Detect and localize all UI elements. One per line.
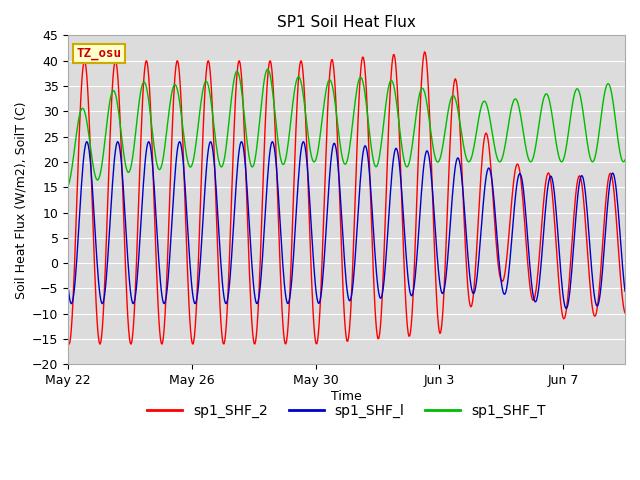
sp1_SHF_2 — [76, 135, 83, 141]
sp1_SHF_T — [264, 66, 271, 72]
sp1_SHF_2 — [189, 341, 196, 347]
Legend: sp1_SHF_2, sp1_SHF_l, sp1_SHF_T: sp1_SHF_2, sp1_SHF_l, sp1_SHF_T — [142, 398, 551, 423]
sp1_SHF_l — [65, 285, 72, 291]
sp1_SHF_T — [621, 157, 629, 163]
sp1_SHF_2 — [218, 336, 226, 342]
sp1_SHF_2 — [65, 339, 72, 345]
sp1_SHF_l — [431, 227, 439, 233]
sp1_SHF_l — [621, 288, 629, 294]
Text: TZ_osu: TZ_osu — [77, 47, 122, 60]
Line: sp1_SHF_2: sp1_SHF_2 — [68, 52, 625, 344]
sp1_SHF_2 — [65, 341, 73, 347]
sp1_SHF_2 — [432, 285, 440, 290]
sp1_SHF_T — [431, 155, 439, 161]
sp1_SHF_2 — [132, 262, 140, 267]
Y-axis label: Soil Heat Flux (W/m2), SoilT (C): Soil Heat Flux (W/m2), SoilT (C) — [15, 101, 28, 299]
sp1_SHF_T — [65, 182, 72, 188]
Line: sp1_SHF_T: sp1_SHF_T — [68, 69, 625, 185]
sp1_SHF_l — [218, 279, 226, 285]
sp1_SHF_T — [132, 130, 140, 135]
sp1_SHF_l — [83, 139, 91, 144]
sp1_SHF_l — [132, 284, 140, 290]
sp1_SHF_2 — [420, 49, 428, 55]
sp1_SHF_l — [74, 232, 82, 238]
Line: sp1_SHF_l: sp1_SHF_l — [68, 142, 625, 309]
sp1_SHF_l — [563, 306, 570, 312]
sp1_SHF_T — [74, 119, 82, 124]
sp1_SHF_l — [189, 293, 196, 299]
sp1_SHF_l — [415, 224, 423, 230]
sp1_SHF_T — [415, 94, 423, 99]
sp1_SHF_T — [188, 162, 196, 168]
sp1_SHF_2 — [415, 134, 423, 140]
X-axis label: Time: Time — [332, 390, 362, 403]
sp1_SHF_2 — [621, 310, 629, 316]
Title: SP1 Soil Heat Flux: SP1 Soil Heat Flux — [277, 15, 416, 30]
sp1_SHF_T — [218, 164, 225, 170]
